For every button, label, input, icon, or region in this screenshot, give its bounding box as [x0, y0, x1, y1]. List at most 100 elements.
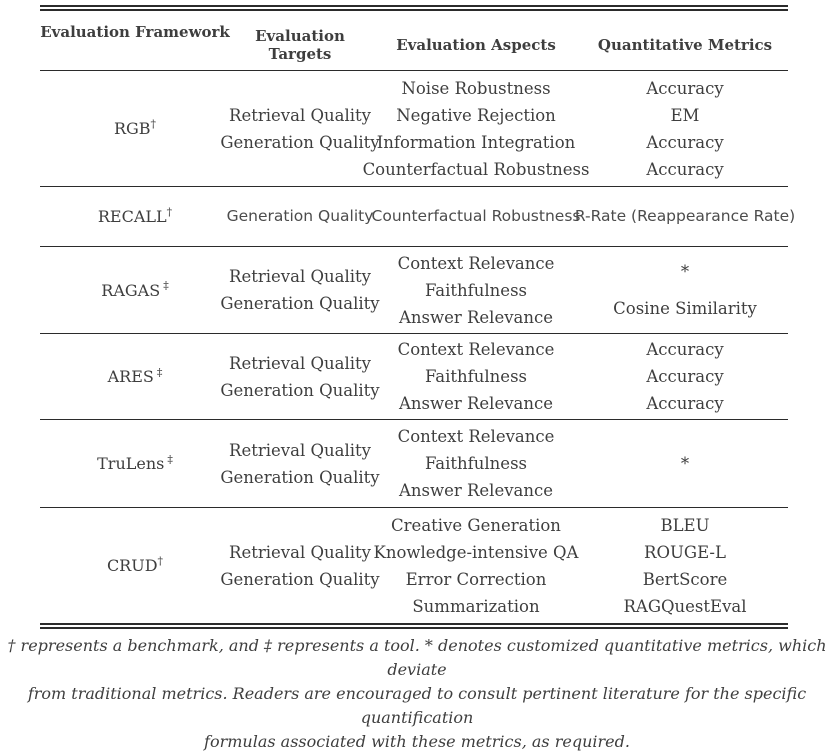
aspect-label: Context Relevance — [397, 427, 555, 446]
aspect-label: Counterfactual Robustness — [362, 159, 590, 179]
metric-label: RAGQuestEval — [623, 596, 747, 616]
top-double-rule — [40, 5, 788, 11]
aspect-label: Context Relevance — [397, 253, 555, 273]
aspects-cell: Context Relevance Faithfulness Answer Re… — [370, 334, 582, 419]
metric-label: Accuracy — [646, 340, 724, 359]
framework-label: CRUD — [106, 556, 158, 575]
aspect-label: Error Correction — [405, 569, 547, 589]
footnote-line: † represents a benchmark, and ‡ represen… — [7, 636, 827, 679]
framework-label: RGB — [113, 119, 151, 138]
target-label: Retrieval Quality — [229, 440, 371, 460]
metric-label: * — [680, 261, 690, 281]
framework-cell: CRUD† — [40, 508, 230, 623]
aspect-label: Information Integration — [376, 132, 576, 152]
aspect-label: Creative Generation — [391, 515, 561, 535]
framework-label: ARES — [107, 367, 154, 386]
double-dagger-marker: ‡ — [167, 452, 173, 466]
aspect-label: Negative Rejection — [396, 105, 556, 125]
target-label: Generation Quality — [220, 467, 380, 487]
dagger-marker: † — [166, 205, 173, 219]
target-label: Generation Quality — [226, 207, 374, 225]
framework-label: TruLens — [97, 454, 165, 473]
aspect-label: Counterfactual Robustness — [371, 207, 581, 225]
metric-label: R-Rate (Reappearance Rate) — [574, 207, 796, 225]
header-evaluation-aspects: Evaluation Aspects — [396, 35, 556, 54]
framework-name: CRUD† — [107, 556, 163, 575]
targets-cell: Retrieval Quality Generation Quality — [220, 247, 379, 333]
target-label: Retrieval Quality — [229, 105, 371, 125]
table-row-crud: CRUD† Retrieval Quality Generation Quali… — [40, 508, 788, 623]
aspects-cell: Noise Robustness Negative Rejection Info… — [363, 71, 590, 186]
aspect-label: Answer Relevance — [398, 394, 554, 413]
target-label: Generation Quality — [220, 132, 380, 152]
bottom-double-rule — [40, 623, 788, 629]
dagger-marker: † — [150, 117, 157, 131]
framework-name: RAGAS ‡ — [101, 279, 169, 300]
metrics-cell: * — [582, 420, 788, 507]
metric-label: ROUGE-L — [644, 542, 726, 562]
metrics-cell: R-Rate (Reappearance Rate) — [575, 187, 795, 246]
table-row-ragas: RAGAS ‡ Retrieval Quality Generation Qual… — [40, 247, 788, 333]
targets-cell: Retrieval Quality Generation Quality — [220, 420, 379, 507]
aspects-cell: Context Relevance Faithfulness Answer Re… — [370, 247, 582, 333]
framework-name: RECALL† — [98, 207, 172, 226]
framework-cell: RAGAS ‡ — [40, 247, 230, 333]
header-evaluation-framework: Evaluation Framework — [40, 22, 230, 41]
dagger-marker: † — [157, 554, 164, 568]
aspect-label: Answer Relevance — [398, 481, 554, 500]
framework-cell: ARES ‡ — [40, 334, 230, 419]
header-quantitative-metrics: Quantitative Metrics — [597, 35, 773, 54]
aspect-label: Noise Robustness — [401, 78, 551, 98]
aspect-label: Knowledge-intensive QA — [373, 542, 579, 562]
framework-name: TruLens ‡ — [97, 454, 173, 473]
target-label: Retrieval Quality — [229, 542, 371, 562]
framework-label: RECALL — [97, 207, 167, 226]
double-dagger-marker: ‡ — [163, 279, 169, 293]
aspect-label: Faithfulness — [424, 454, 528, 473]
metric-label: Accuracy — [646, 78, 724, 98]
metric-label: Accuracy — [646, 159, 724, 179]
row-separator-rule — [40, 70, 788, 71]
metric-label: Accuracy — [646, 367, 724, 386]
framework-label: RAGAS — [101, 280, 161, 300]
framework-cell: TruLens ‡ — [40, 420, 230, 507]
metrics-cell: Accuracy Accuracy Accuracy — [582, 334, 788, 419]
framework-name: RGB† — [114, 119, 156, 138]
metric-label: BertScore — [642, 569, 728, 589]
metric-label: Accuracy — [646, 132, 724, 152]
table-row-rgb: RGB† Retrieval Quality Generation Qualit… — [40, 71, 788, 186]
framework-name: ARES ‡ — [108, 367, 163, 386]
target-label: Retrieval Quality — [229, 353, 371, 373]
framework-cell: RGB† — [40, 71, 230, 186]
targets-cell: Retrieval Quality Generation Quality — [220, 71, 379, 186]
aspect-label: Faithfulness — [424, 280, 528, 300]
aspects-cell: Creative Generation Knowledge-intensive … — [370, 508, 582, 623]
targets-cell: Generation Quality — [227, 187, 374, 246]
framework-cell: RECALL† — [40, 187, 230, 246]
aspects-cell: Context Relevance Faithfulness Answer Re… — [370, 420, 582, 507]
aspect-label: Answer Relevance — [398, 307, 554, 327]
metric-label: EM — [670, 105, 700, 125]
metric-label: * — [680, 454, 690, 473]
row-separator-rule — [40, 246, 788, 247]
target-label: Generation Quality — [220, 380, 380, 400]
row-separator-rule — [40, 419, 788, 420]
footnote-line: from traditional metrics. Readers are en… — [27, 684, 807, 727]
metric-label: Accuracy — [646, 394, 724, 413]
target-label: Retrieval Quality — [229, 267, 371, 286]
aspect-label: Summarization — [412, 596, 540, 616]
targets-cell: Retrieval Quality Generation Quality — [220, 334, 379, 419]
target-label: Generation Quality — [220, 294, 380, 313]
targets-cell: Retrieval Quality Generation Quality — [220, 508, 379, 623]
double-dagger-marker: ‡ — [156, 365, 163, 379]
footnote-line: formulas associated with these metrics, … — [204, 732, 630, 751]
metrics-cell: Accuracy EM Accuracy Accuracy — [582, 71, 788, 186]
table-row-ares: ARES ‡ Retrieval Quality Generation Quali… — [40, 334, 788, 419]
row-separator-rule — [40, 186, 788, 187]
row-separator-rule — [40, 507, 788, 508]
metric-label: Cosine Similarity — [613, 299, 757, 319]
metrics-cell: BLEU ROUGE-L BertScore RAGQuestEval — [582, 508, 788, 623]
table-row-recall: RECALL† Generation Quality Counterfactua… — [40, 187, 795, 246]
target-label: Generation Quality — [220, 569, 380, 589]
aspect-label: Context Relevance — [397, 340, 555, 359]
